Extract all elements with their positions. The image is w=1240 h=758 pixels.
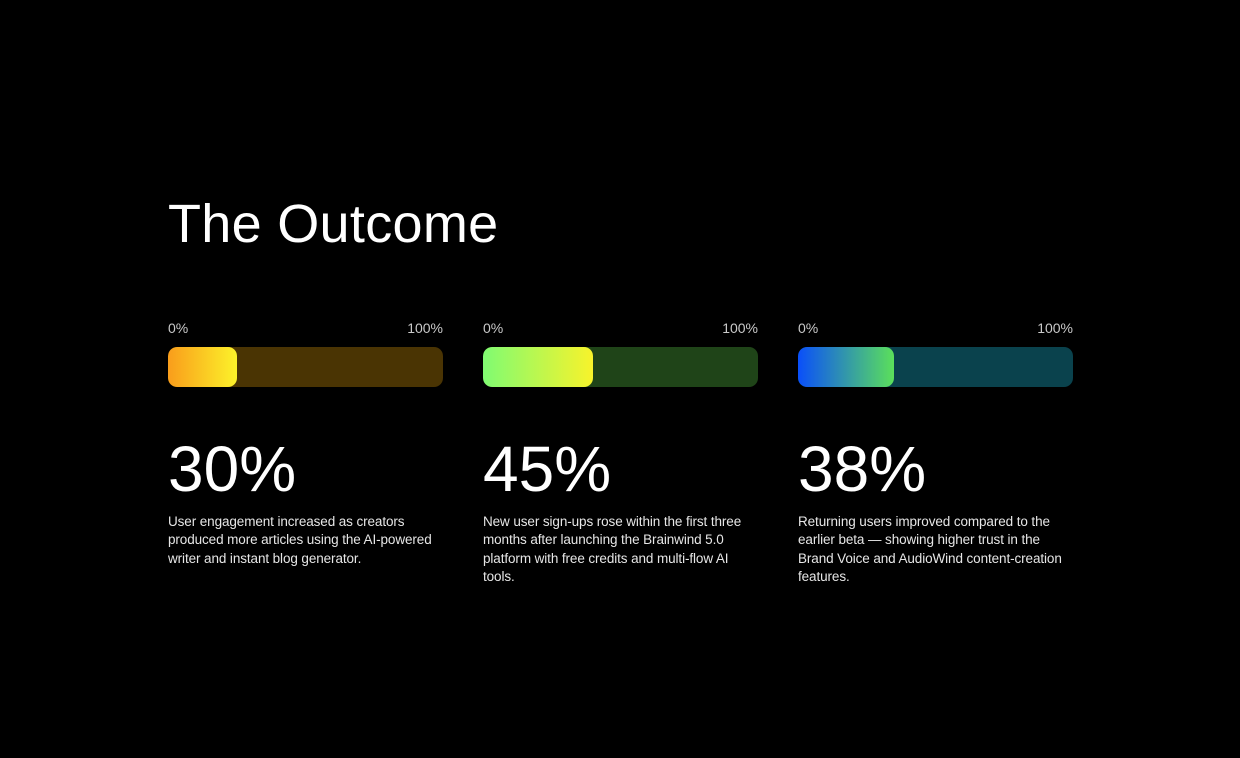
stat-column: 0% 100% 38% Returning users improved com… (798, 319, 1073, 587)
scale-max-label: 100% (1037, 319, 1073, 336)
stat-column: 0% 100% 45% New user sign-ups rose withi… (483, 319, 758, 587)
bar-scale: 0% 100% (483, 319, 758, 336)
stat-description: New user sign-ups rose within the first … (483, 513, 742, 585)
progress-fill (798, 346, 895, 387)
stat-value: 30% (168, 432, 297, 505)
bar-scale: 0% 100% (168, 319, 443, 336)
page-title: The Outcome (168, 194, 499, 254)
stats-row: 0% 100% 30% User engagement increased as… (168, 319, 1073, 587)
slide-content: The Outcome 0% 100% 30% User engagement … (168, 194, 1073, 587)
progress-track (483, 346, 758, 387)
progress-track (168, 346, 443, 387)
progress-track (798, 346, 1073, 387)
scale-min-label: 0% (798, 319, 819, 336)
stat-description: User engagement increased as creators pr… (168, 513, 432, 566)
progress-fill (168, 346, 237, 387)
scale-min-label: 0% (168, 319, 189, 336)
stat-column: 0% 100% 30% User engagement increased as… (168, 319, 443, 587)
progress-fill (483, 346, 593, 387)
scale-min-label: 0% (483, 319, 504, 336)
bar-scale: 0% 100% (798, 319, 1073, 336)
stat-description: Returning users improved compared to the… (798, 513, 1062, 585)
scale-max-label: 100% (407, 319, 443, 336)
scale-max-label: 100% (722, 319, 758, 336)
stat-value: 38% (798, 432, 927, 505)
stat-value: 45% (483, 432, 612, 505)
